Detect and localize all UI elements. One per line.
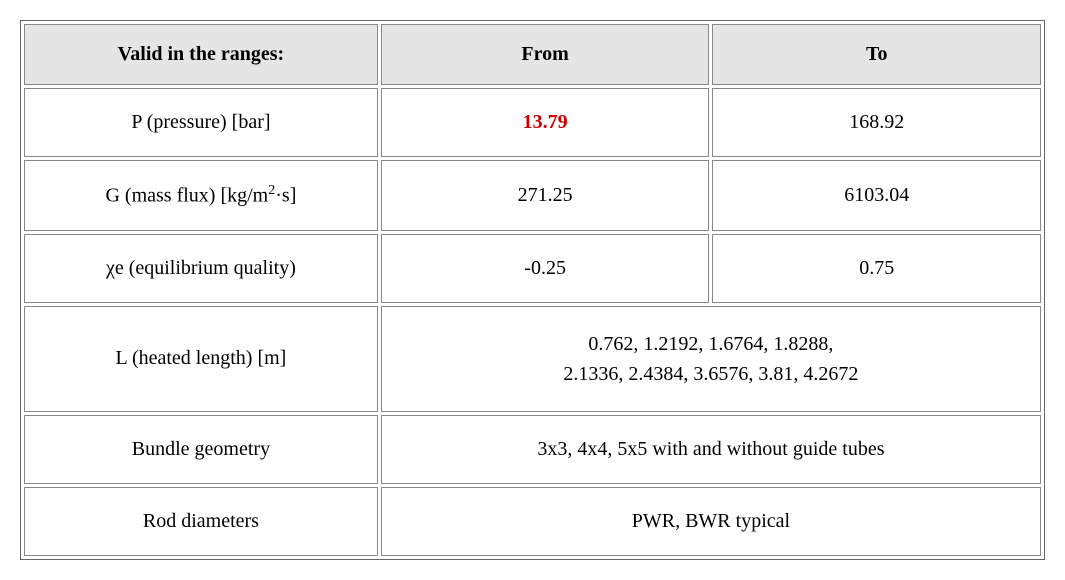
validity-table: Valid in the ranges: From To P (pressure…: [20, 20, 1045, 560]
pressure-label: P (pressure) [bar]: [24, 88, 378, 157]
bundle-value: 3x3, 4x4, 5x5 with and without guide tub…: [381, 415, 1041, 484]
table-row: G (mass flux) [kg/m2·s] 271.25 6103.04: [24, 160, 1041, 231]
massflux-to: 6103.04: [712, 160, 1041, 231]
header-from: From: [381, 24, 710, 85]
quality-label: χe (equilibrium quality): [24, 234, 378, 303]
table-row: Rod diameters PWR, BWR typical: [24, 487, 1041, 556]
header-to: To: [712, 24, 1041, 85]
rod-label: Rod diameters: [24, 487, 378, 556]
pressure-from: 13.79: [381, 88, 710, 157]
table-header-row: Valid in the ranges: From To: [24, 24, 1041, 85]
heated-length-value: 0.762, 1.2192, 1.6764, 1.8288, 2.1336, 2…: [381, 306, 1041, 412]
massflux-from: 271.25: [381, 160, 710, 231]
massflux-label: G (mass flux) [kg/m2·s]: [24, 160, 378, 231]
table-row: χe (equilibrium quality) -0.25 0.75: [24, 234, 1041, 303]
rod-value: PWR, BWR typical: [381, 487, 1041, 556]
pressure-to: 168.92: [712, 88, 1041, 157]
heated-length-label: L (heated length) [m]: [24, 306, 378, 412]
pressure-from-value: 13.79: [523, 111, 568, 133]
table-row: Bundle geometry 3x3, 4x4, 5x5 with and w…: [24, 415, 1041, 484]
bundle-label: Bundle geometry: [24, 415, 378, 484]
quality-to: 0.75: [712, 234, 1041, 303]
validity-table-container: Valid in the ranges: From To P (pressure…: [20, 20, 1045, 560]
table-row: P (pressure) [bar] 13.79 168.92: [24, 88, 1041, 157]
table-row: L (heated length) [m] 0.762, 1.2192, 1.6…: [24, 306, 1041, 412]
header-ranges: Valid in the ranges:: [24, 24, 378, 85]
quality-from: -0.25: [381, 234, 710, 303]
